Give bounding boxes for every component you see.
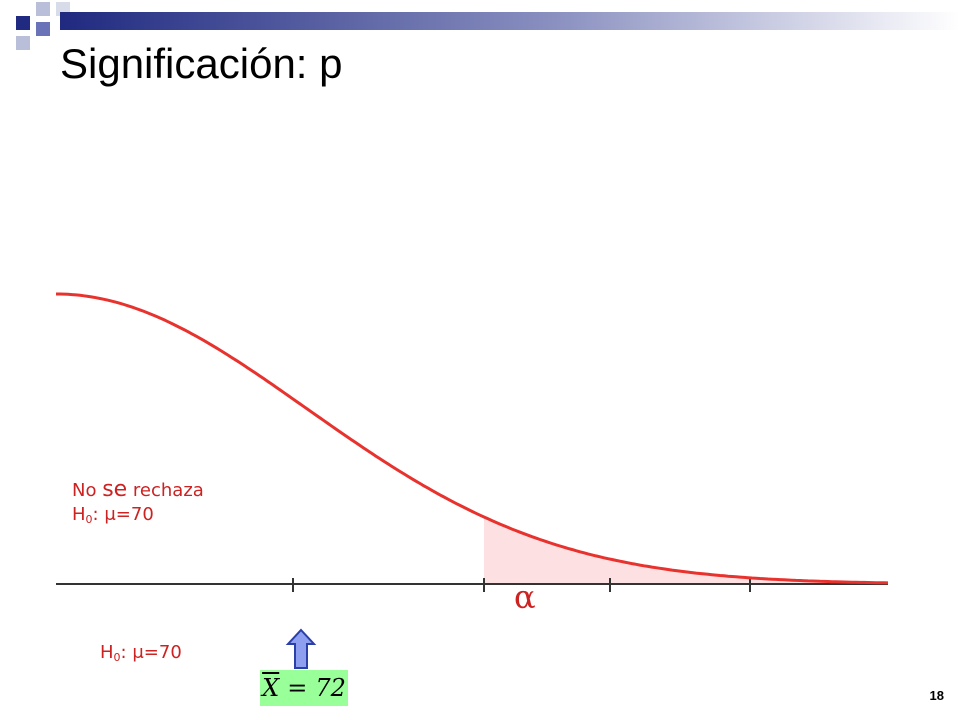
sample-mean-value: 72 [315, 674, 346, 702]
null-hypothesis-label: H0: μ=70 [100, 642, 182, 664]
title-gradient-bar [60, 12, 960, 30]
sample-mean-symbol: X [262, 674, 280, 702]
page-number: 18 [929, 688, 944, 703]
axis-ticks [292, 578, 751, 592]
non-rejection-label: No se rechaza H0: μ=70 [72, 478, 204, 532]
sample-mean-equals: = [287, 674, 308, 702]
sample-mean-box: X = 72 [260, 670, 348, 706]
non-rejection-label-line2: H0: μ=70 [72, 504, 154, 526]
slide-title: Significación: p [60, 40, 343, 87]
rejection-tail-area [484, 517, 888, 584]
sample-mean-arrow-icon [285, 628, 317, 669]
alpha-symbol: α [514, 578, 536, 616]
non-rejection-label-line1: No se rechaza [72, 477, 204, 502]
density-curve [56, 292, 889, 585]
corner-decoration [16, 2, 70, 50]
